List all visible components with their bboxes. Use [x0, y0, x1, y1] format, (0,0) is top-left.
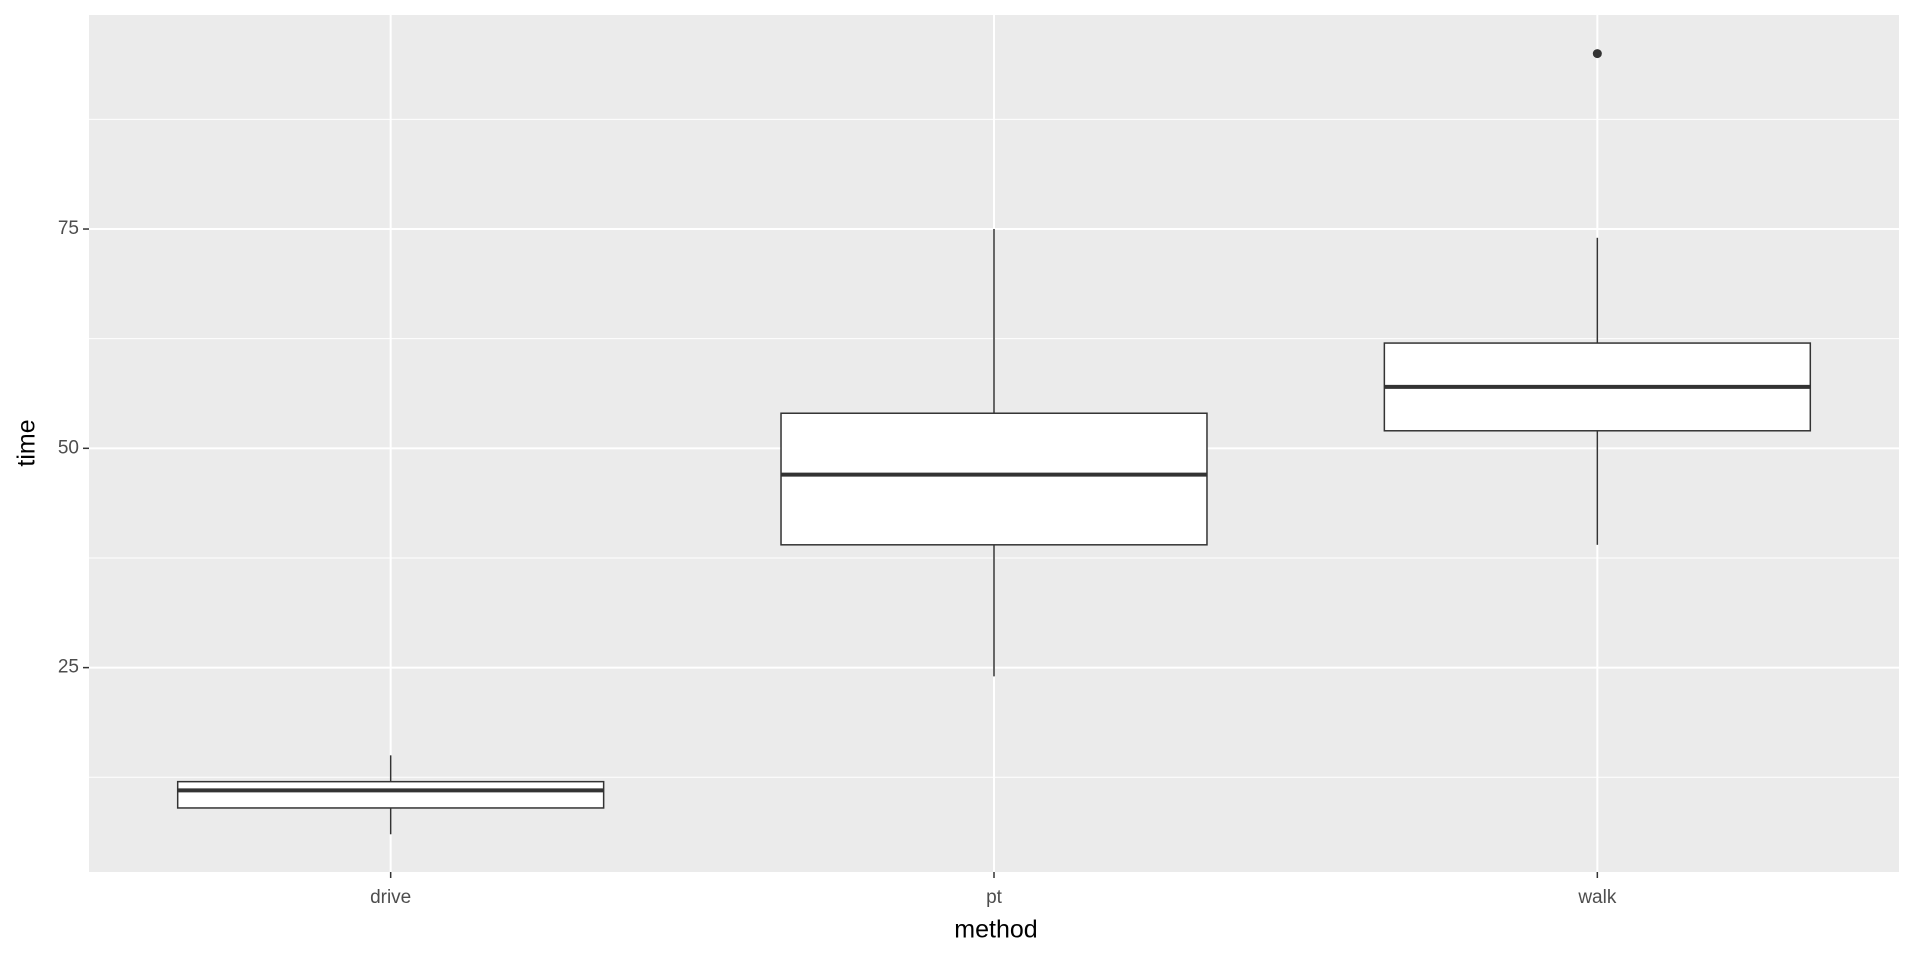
outlier [1592, 49, 1602, 59]
box [176, 780, 605, 809]
x-axis-title: method [954, 916, 1037, 944]
y-tick-label: 50 [58, 437, 79, 458]
box [780, 412, 1208, 546]
y-axis-title: time [13, 419, 41, 466]
y-tick-label: 75 [58, 218, 79, 239]
y-tick-label: 25 [58, 657, 79, 678]
x-tick-label: walk [1577, 887, 1617, 908]
x-tick-label: pt [986, 887, 1003, 908]
x-tick-label: drive [370, 887, 411, 908]
